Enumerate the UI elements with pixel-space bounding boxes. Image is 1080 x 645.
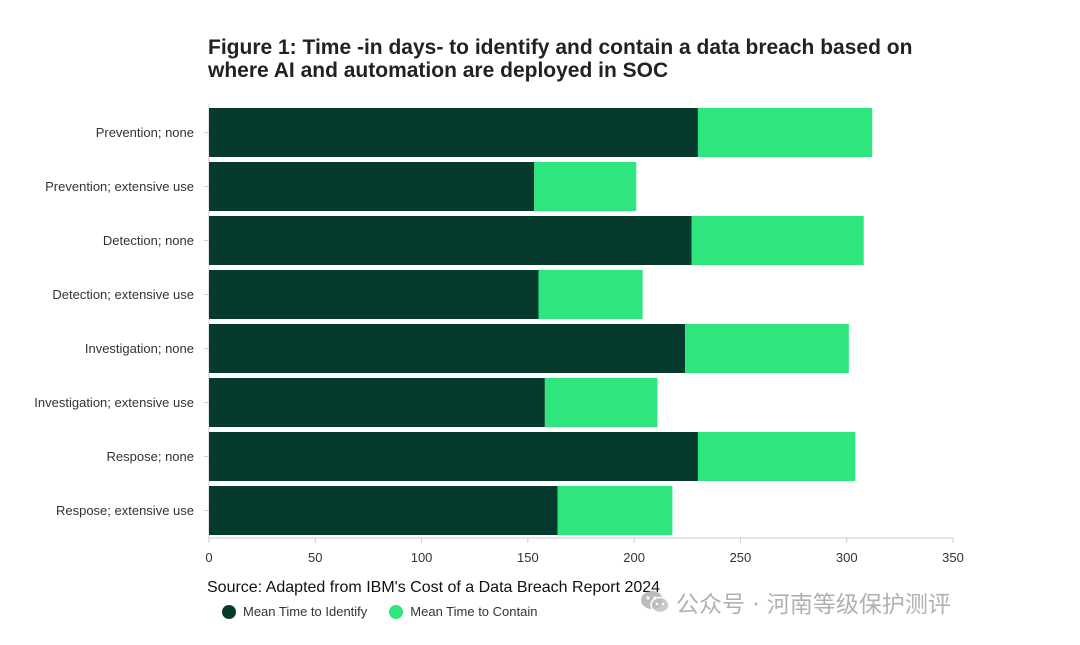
category-label-5: Investigation; extensive use (34, 395, 194, 410)
x-tick-label-4: 200 (623, 550, 645, 565)
bar-identify-5 (209, 378, 545, 427)
bar-identify-7 (209, 486, 558, 535)
category-label-4: Investigation; none (85, 341, 194, 356)
x-tick-label-7: 350 (942, 550, 964, 565)
x-tick-label-2: 100 (411, 550, 433, 565)
bar-contain-3 (538, 270, 643, 319)
bar-identify-1 (209, 162, 535, 211)
category-label-3: Detection; extensive use (52, 287, 194, 302)
legend-item-identify: Mean Time to Identify (222, 604, 367, 619)
chart-legend: Mean Time to Identify Mean Time to Conta… (222, 604, 559, 619)
watermark: 公众号 · 河南等级保护测评 (640, 585, 951, 619)
bar-contain-0 (697, 108, 873, 157)
x-tick-label-1: 50 (308, 550, 322, 565)
source-note: Source: Adapted from IBM's Cost of a Dat… (207, 579, 661, 596)
bar-contain-5 (544, 378, 658, 427)
category-label-6: Respose; none (107, 449, 194, 464)
wechat-icon (641, 591, 670, 614)
bar-identify-6 (209, 432, 698, 481)
bar-contain-4 (685, 324, 849, 373)
legend-label-identify: Mean Time to Identify (243, 604, 368, 619)
x-tick-label-6: 300 (836, 550, 858, 565)
x-tick-label-5: 250 (730, 550, 752, 565)
bar-contain-7 (557, 486, 673, 535)
legend-item-contain: Mean Time to Contain (389, 604, 537, 619)
watermark-text: 公众号 · 河南等级保护测评 (676, 592, 951, 618)
category-label-7: Respose; extensive use (56, 503, 194, 518)
category-label-2: Detection; none (103, 233, 194, 248)
bar-identify-0 (209, 108, 698, 157)
category-label-1: Prevention; extensive use (45, 179, 194, 194)
bar-identify-3 (209, 270, 539, 319)
legend-swatch-identify (222, 604, 236, 619)
bar-contain-6 (697, 432, 856, 481)
chart-title-line-1: Figure 1: Time -in days- to identify and… (208, 36, 913, 59)
x-tick-label-3: 150 (517, 550, 539, 565)
chart-title-line-2: where AI and automation are deployed in … (208, 59, 669, 82)
bar-contain-1 (534, 162, 637, 211)
bar-identify-4 (209, 324, 686, 373)
chart-title: Figure 1: Time -in days- to identify and… (208, 36, 1028, 82)
category-label-0: Prevention; none (96, 125, 194, 140)
x-tick-label-0: 0 (205, 550, 212, 565)
bar-contain-2 (691, 216, 864, 265)
bar-identify-2 (209, 216, 692, 265)
legend-swatch-contain (389, 604, 404, 619)
legend-label-contain: Mean Time to Contain (410, 604, 538, 619)
